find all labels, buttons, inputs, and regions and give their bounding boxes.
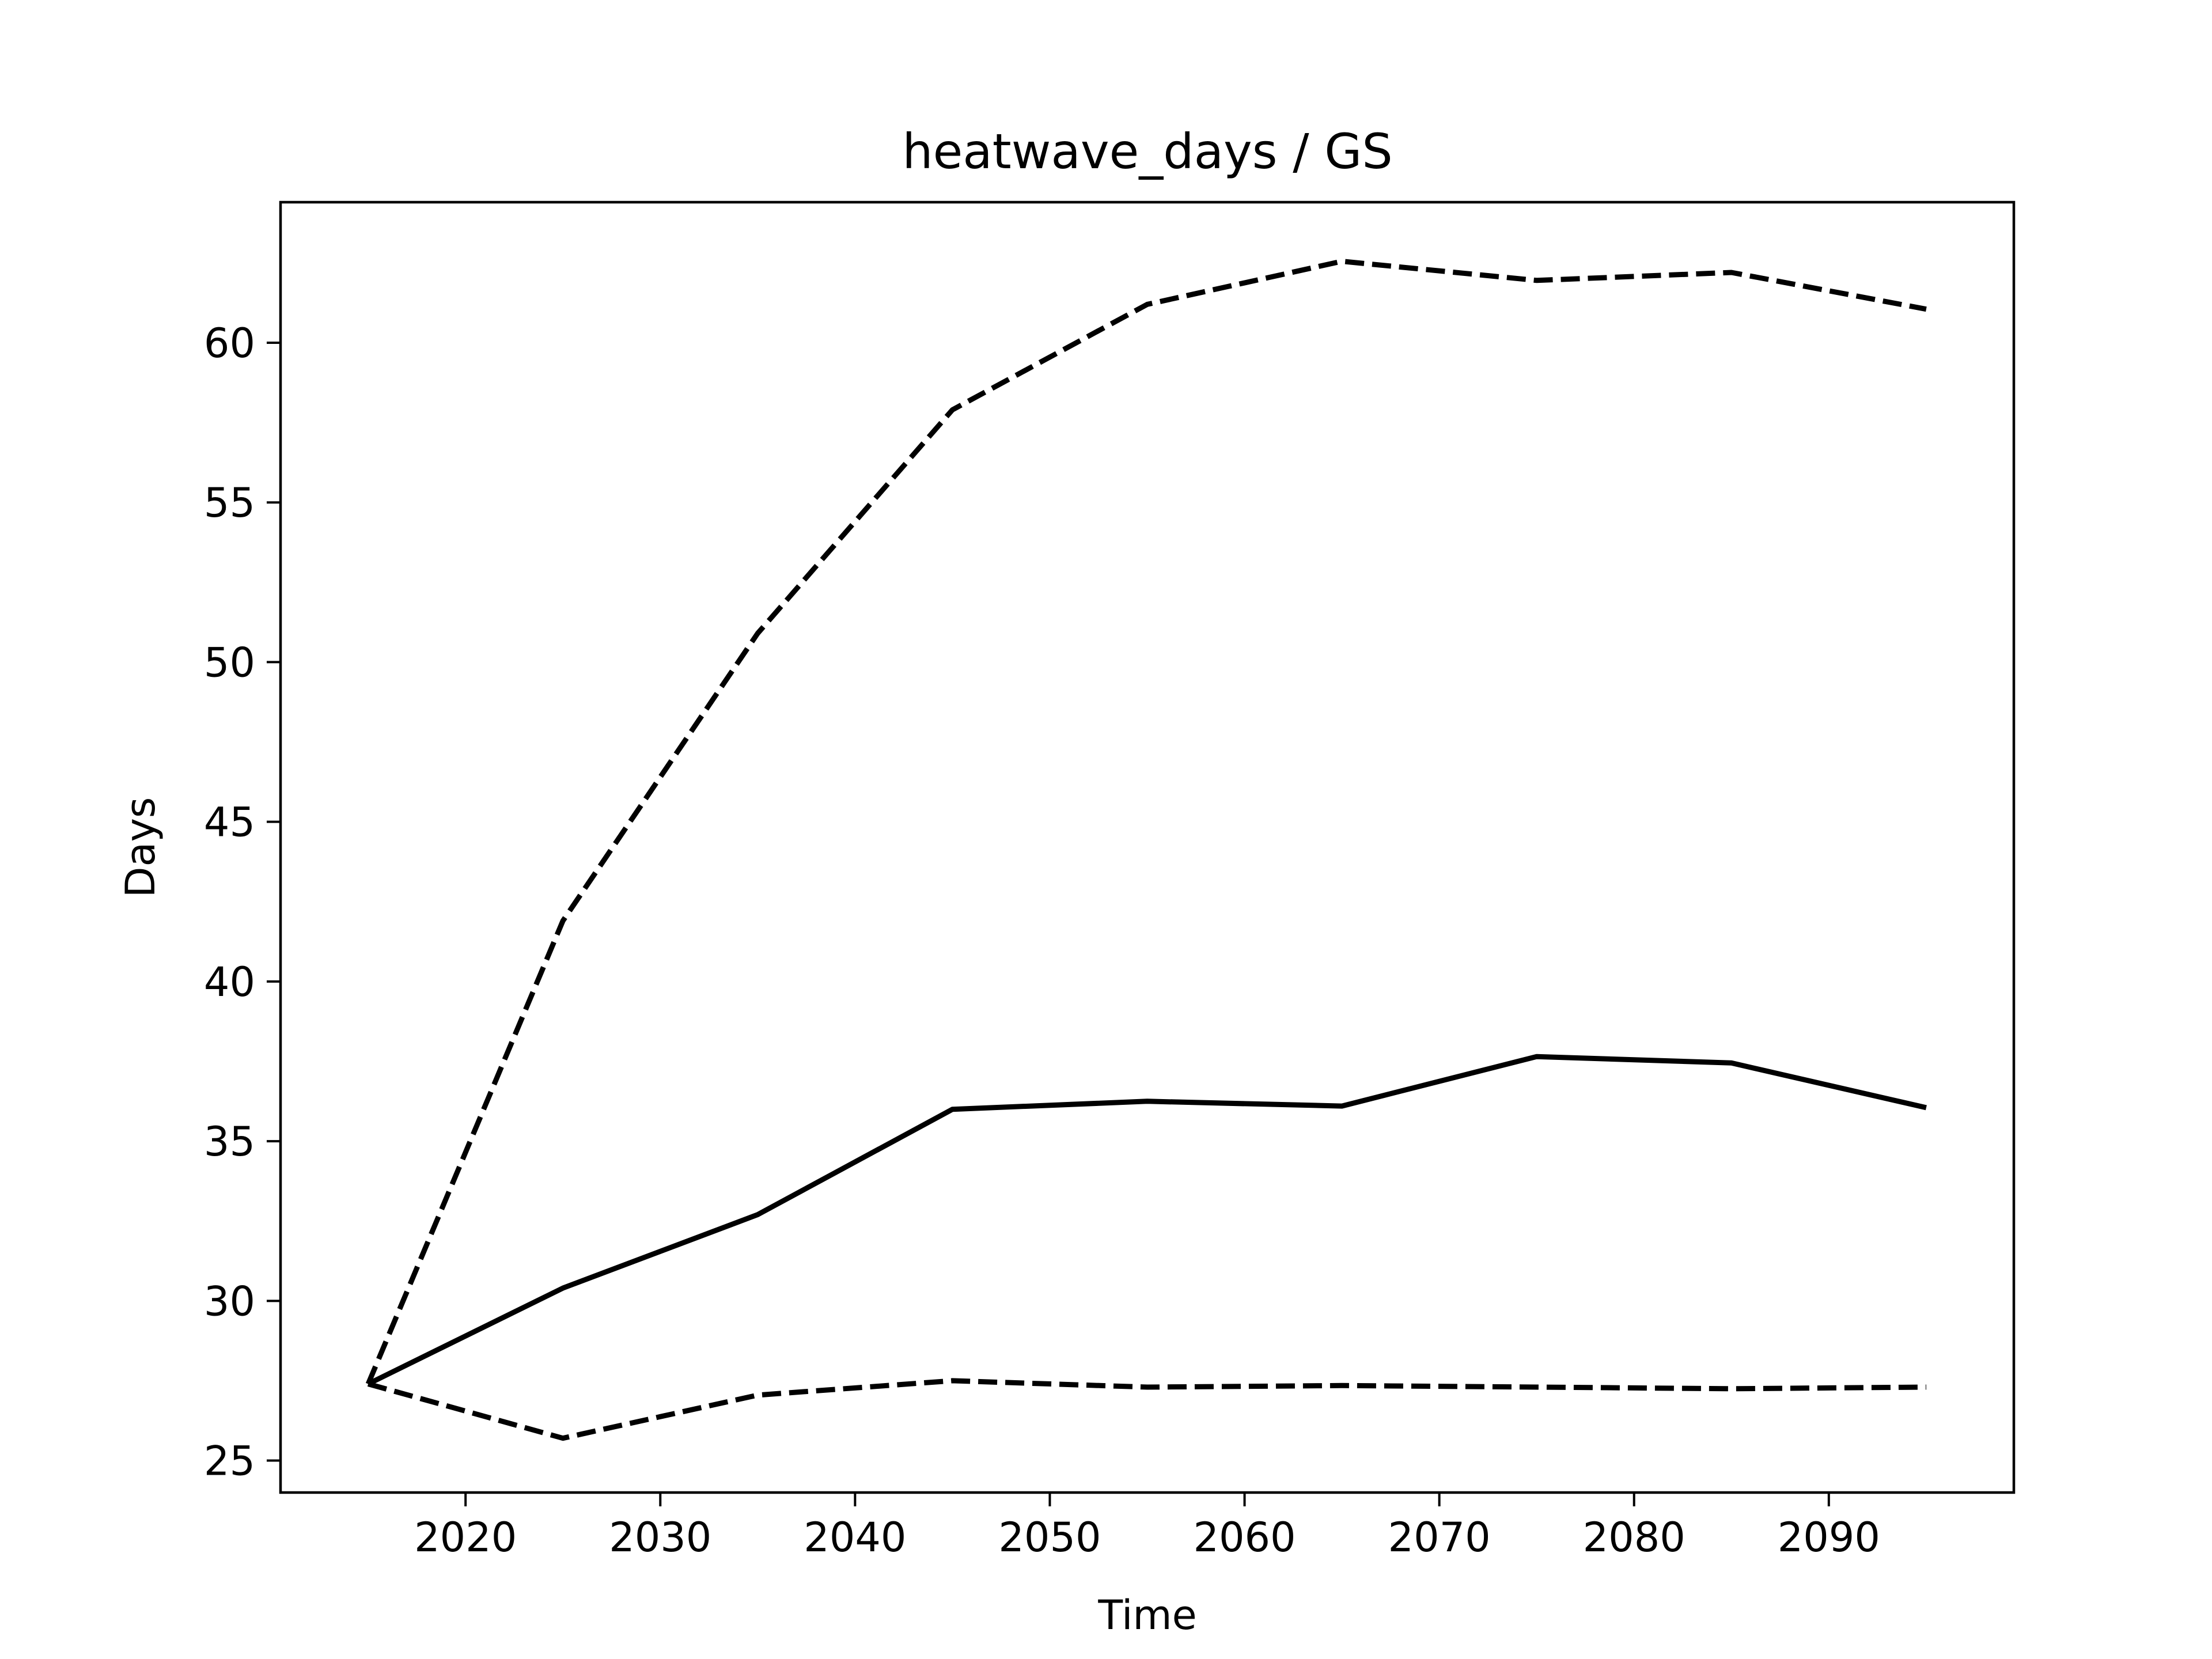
y-tick-label: 25	[204, 1438, 255, 1485]
x-tick-label: 2030	[609, 1514, 711, 1561]
x-tick-label: 2090	[1778, 1514, 1880, 1561]
x-tick-label: 2070	[1388, 1514, 1491, 1561]
x-axis-label: Time	[1097, 1592, 1196, 1639]
plot-area: 2020 2030 2040 2050 2060 2070 2080 2090 25 30 35 40…	[204, 259, 1927, 1561]
dashed-series-line-1	[365, 259, 1927, 1385]
x-tick-label: 2040	[804, 1514, 906, 1561]
x-tick-label: 2020	[414, 1514, 517, 1561]
dashed-series-line-2	[367, 1378, 1926, 1441]
y-tick-label: 45	[204, 799, 255, 846]
x-tick-label: 2080	[1583, 1514, 1685, 1561]
y-tick-label: 30	[204, 1278, 255, 1325]
x-tick-label: 2060	[1193, 1514, 1296, 1561]
y-tick-label: 40	[204, 959, 255, 1006]
y-axis-label: Days	[117, 797, 164, 898]
chart-title: heatwave_days / GS	[902, 123, 1392, 180]
y-tick-label: 50	[204, 639, 255, 686]
y-tick-label: 35	[204, 1118, 255, 1165]
y-tick-label: 55	[204, 479, 255, 527]
solid-series-line-0	[367, 1054, 1927, 1387]
axes-frame	[279, 200, 2016, 1494]
x-tick-label: 2050	[998, 1514, 1101, 1561]
y-tick-label: 60	[204, 320, 255, 367]
